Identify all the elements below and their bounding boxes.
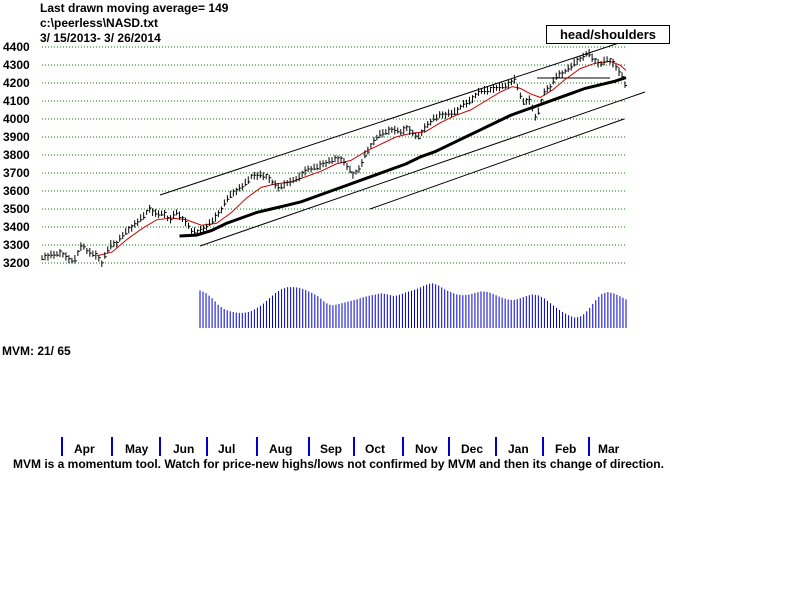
month-label: Sep [320, 442, 343, 456]
y-tick-label: 4200 [3, 76, 30, 90]
month-label: Feb [555, 442, 577, 456]
y-tick-label: 3800 [3, 148, 30, 162]
y-tick-label: 3200 [3, 256, 30, 270]
month-label: Jun [173, 442, 195, 456]
month-label: Jul [218, 442, 236, 456]
header-ma-text: Last drawn moving average= 149 [40, 1, 229, 15]
month-label: Jan [508, 442, 529, 456]
moving-averages [96, 60, 627, 257]
short-moving-average-line [96, 60, 627, 257]
mvm-label: MVM: 21/ 65 [2, 344, 71, 358]
mvm-histogram [199, 283, 627, 328]
month-label: Aug [269, 442, 293, 456]
month-label: Apr [74, 442, 95, 456]
y-tick-label: 3500 [3, 202, 30, 216]
y-tick-label: 3400 [3, 220, 30, 234]
y-tick-label: 3900 [3, 130, 30, 144]
trend-channel-lines [159, 41, 646, 247]
y-tick-label: 4300 [3, 58, 30, 72]
y-tick-label: 4100 [3, 94, 30, 108]
header-date-range: 3/ 15/2013- 3/ 26/2014 [40, 31, 161, 45]
y-tick-label: 4400 [3, 40, 30, 54]
channel-lower-line [199, 91, 646, 247]
month-label: May [125, 442, 149, 456]
channel-upper-line [159, 41, 623, 196]
footer-note: MVM is a momentum tool. Watch for price-… [13, 457, 664, 471]
month-ticks [61, 437, 590, 456]
support-line [369, 118, 625, 210]
y-tick-label: 3700 [3, 166, 30, 180]
month-label: Nov [415, 442, 438, 456]
price-bars [41, 48, 628, 267]
y-tick-label: 3600 [3, 184, 30, 198]
y-tick-label: 3300 [3, 238, 30, 252]
pattern-annotation: head/shoulders [546, 25, 670, 44]
y-tick-label: 4000 [3, 112, 30, 126]
price-gridlines [42, 46, 626, 264]
month-label: Dec [461, 442, 484, 456]
month-label: Mar [598, 442, 620, 456]
long-moving-average-line [179, 76, 627, 238]
header-file-path: c:\peerless\NASD.txt [40, 16, 159, 30]
month-label: Oct [365, 442, 386, 456]
